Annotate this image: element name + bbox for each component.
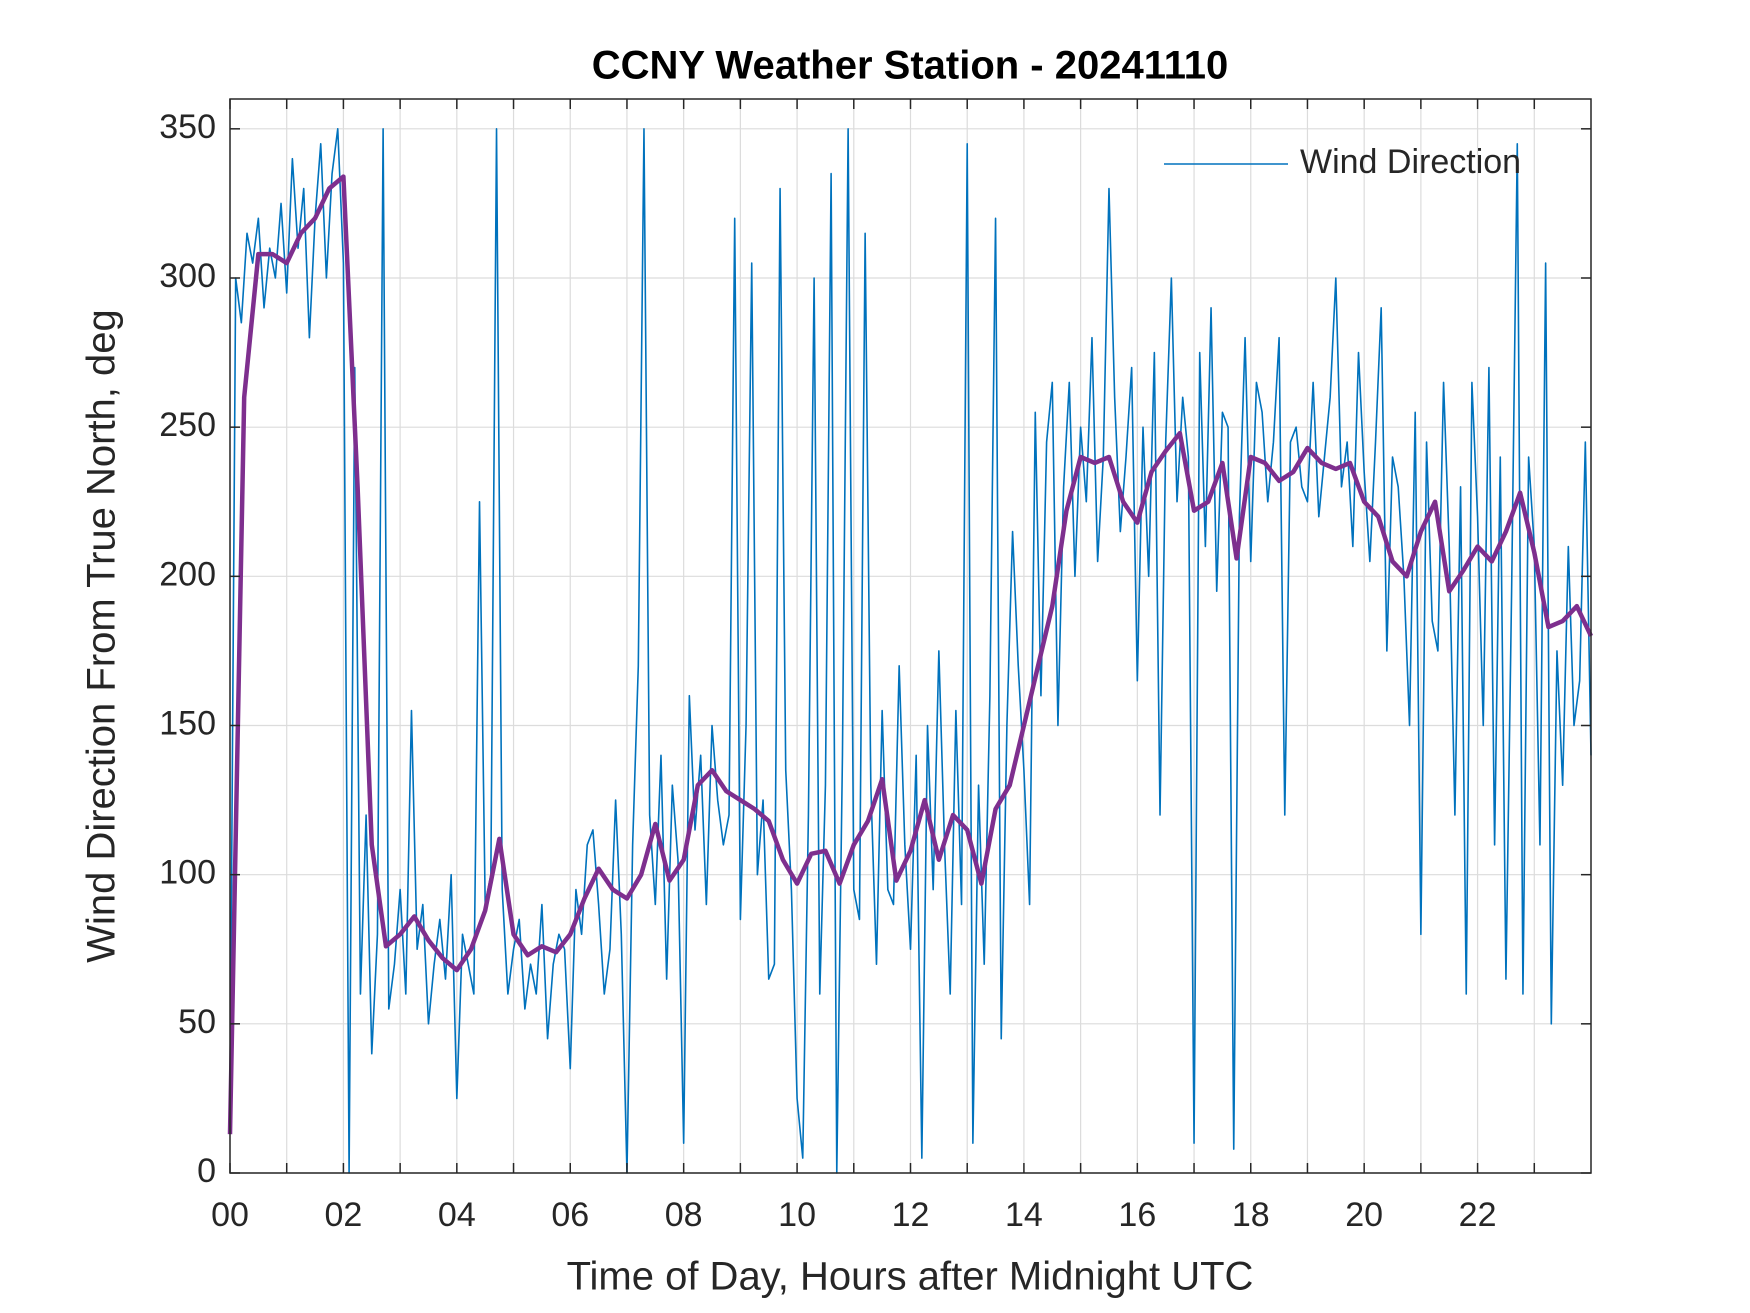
- legend-label: Wind Direction: [1300, 143, 1521, 181]
- x-tick-label: 12: [892, 1196, 930, 1234]
- x-tick-label: 18: [1232, 1196, 1270, 1234]
- y-tick-label: 200: [159, 555, 216, 593]
- x-axis-label: Time of Day, Hours after Midnight UTC: [567, 1255, 1254, 1299]
- y-tick-label: 50: [178, 1003, 216, 1041]
- y-tick-label: 250: [159, 406, 216, 444]
- data-line: [229, 128, 1592, 1174]
- x-tick-label: 14: [1005, 1196, 1043, 1234]
- y-axis-label: Wind Direction From True North, deg: [80, 309, 124, 963]
- y-tick-label: 100: [159, 854, 216, 892]
- y-tick-label: 0: [197, 1152, 216, 1190]
- y-tick-label: 300: [159, 257, 216, 295]
- x-tick-label: 06: [551, 1196, 589, 1234]
- x-tick-label: 08: [665, 1196, 703, 1234]
- x-tick-label: 04: [438, 1196, 476, 1234]
- chart-title: CCNY Weather Station - 20241110: [592, 44, 1229, 88]
- x-tick-label: 22: [1459, 1196, 1497, 1234]
- x-tick-label: 10: [778, 1196, 816, 1234]
- y-tick-label: 150: [159, 704, 216, 742]
- y-tick-label: 350: [159, 108, 216, 146]
- x-tick-label: 20: [1345, 1196, 1383, 1234]
- x-tick-label: 02: [325, 1196, 363, 1234]
- x-tick-label: 00: [211, 1196, 249, 1234]
- data-line: [227, 174, 1594, 1135]
- x-tick-label: 16: [1118, 1196, 1156, 1234]
